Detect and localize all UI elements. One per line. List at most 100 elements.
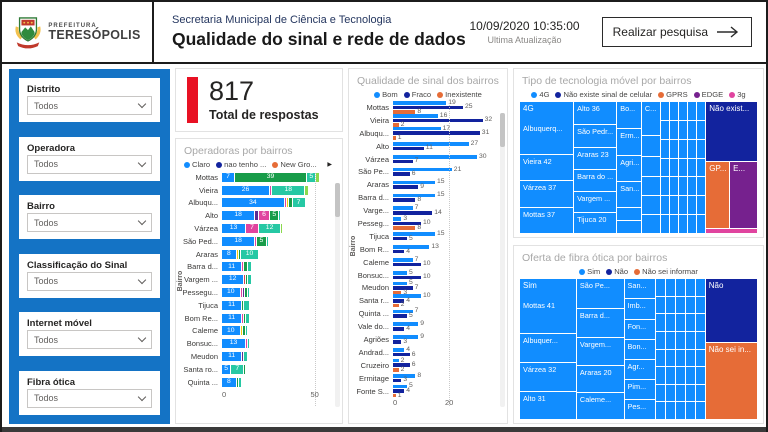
treemap-cell[interactable] [751, 189, 757, 202]
bar-segment[interactable]: 34 [222, 198, 284, 207]
treemap-cell[interactable] [732, 330, 744, 342]
bar-segment[interactable] [255, 237, 256, 246]
bar-segment[interactable] [246, 275, 247, 284]
bar-segment[interactable]: 11 [222, 314, 241, 323]
bar[interactable] [393, 348, 404, 352]
treemap-cell[interactable] [666, 350, 675, 367]
bar[interactable] [393, 106, 463, 110]
treemap-cell[interactable] [686, 332, 695, 349]
treemap-cell[interactable]: Pim... [625, 380, 655, 399]
bar-segment[interactable] [316, 173, 319, 182]
treemap-cell[interactable] [676, 279, 685, 296]
legend-item[interactable]: 4G [531, 90, 549, 99]
treemap-cell[interactable] [744, 175, 750, 187]
treemap-cell[interactable] [656, 367, 665, 384]
bar-segment[interactable] [244, 262, 247, 271]
treemap-cell[interactable] [745, 388, 757, 403]
treemap-cell[interactable] [706, 404, 718, 419]
treemap-cell[interactable]: Mottas 37 [520, 208, 573, 233]
bar-segment[interactable]: 18 [272, 186, 304, 195]
bar-segment[interactable] [248, 339, 249, 348]
treemap-cell[interactable]: São Pe... [577, 279, 624, 308]
treemap-cell[interactable] [676, 314, 685, 331]
treemap-cell[interactable] [745, 305, 757, 317]
bar-segment[interactable]: 6 [259, 211, 269, 220]
treemap-cell[interactable] [714, 175, 721, 192]
treemap-cell[interactable] [688, 177, 696, 195]
bar-segment[interactable]: 5 [307, 173, 315, 182]
bar-segment[interactable] [244, 365, 245, 374]
treemap-group[interactable]: E... [730, 162, 757, 228]
treemap-cell[interactable] [688, 196, 696, 214]
treemap-cell[interactable] [706, 305, 718, 317]
bar-segment[interactable] [242, 352, 243, 361]
bar-segment[interactable] [244, 314, 245, 323]
bar[interactable] [393, 359, 399, 363]
scrollbar-thumb[interactable] [335, 183, 340, 217]
treemap-cell[interactable] [642, 157, 660, 176]
treemap-cell[interactable]: Barra d... [577, 309, 624, 337]
treemap-cell[interactable] [670, 159, 678, 177]
bar-segment[interactable] [239, 378, 242, 387]
treemap-cell[interactable] [686, 314, 695, 331]
filter-dropdown[interactable]: Todos [27, 330, 152, 349]
treemap-cell[interactable] [679, 196, 687, 214]
treemap-cell[interactable] [676, 350, 685, 367]
treemap-cell[interactable] [697, 140, 705, 158]
bar[interactable] [393, 101, 446, 105]
bar[interactable] [393, 211, 432, 215]
bar-segment[interactable] [305, 186, 308, 195]
treemap-cell[interactable] [751, 202, 757, 215]
legend-item[interactable]: New Gro... [272, 160, 316, 169]
treemap-cell[interactable] [706, 330, 718, 342]
treemap-cell[interactable] [732, 131, 744, 146]
legend-item[interactable]: EDGE [694, 90, 724, 99]
treemap-group[interactable]: Não sei in... [706, 343, 757, 419]
bar[interactable] [393, 258, 413, 262]
treemap-cell[interactable] [751, 175, 757, 187]
bar-segment[interactable] [287, 198, 288, 207]
treemap-cell[interactable] [697, 196, 705, 214]
treemap-cell[interactable] [670, 196, 678, 214]
treemap-cell[interactable] [732, 388, 744, 403]
bar-segment[interactable] [289, 198, 292, 207]
bar-segment[interactable] [243, 326, 246, 335]
bar[interactable] [393, 136, 396, 140]
treemap-cell[interactable] [732, 146, 744, 161]
bar-segment[interactable]: 26 [222, 186, 269, 195]
treemap-cell[interactable] [745, 146, 757, 161]
treemap-cell[interactable] [666, 279, 675, 296]
treemap-cell[interactable] [719, 330, 731, 342]
treemap-cell[interactable] [696, 279, 705, 296]
bar-segment[interactable] [237, 378, 238, 387]
treemap-cell[interactable] [676, 367, 685, 384]
treemap-cell[interactable] [679, 121, 687, 139]
bar-segment[interactable]: 11 [222, 301, 241, 310]
treemap-cell[interactable] [688, 121, 696, 139]
treemap-cell[interactable] [706, 131, 718, 146]
treemap-cell[interactable] [696, 332, 705, 349]
realizar-pesquisa-button[interactable]: Realizar pesquisa [602, 17, 752, 47]
treemap-cell[interactable] [745, 131, 757, 146]
treemap-cell[interactable] [706, 175, 713, 192]
treemap-cell[interactable]: Vargem ... [574, 192, 616, 212]
treemap-cell[interactable] [666, 332, 675, 349]
treemap-cell[interactable] [697, 121, 705, 139]
bar[interactable] [393, 119, 483, 123]
bar[interactable] [393, 250, 404, 254]
treemap-cell[interactable]: 4GAlbuquerq... [520, 102, 573, 154]
scrollbar-thumb[interactable] [500, 113, 505, 147]
bar-segment[interactable] [246, 326, 247, 335]
bar[interactable] [393, 314, 407, 318]
bar-segment[interactable]: 7 [293, 198, 305, 207]
bar[interactable] [393, 206, 413, 210]
bar-segment[interactable] [243, 288, 244, 297]
treemap-cell[interactable] [745, 318, 757, 330]
filter-dropdown[interactable]: Todos [27, 213, 152, 232]
scrollbar[interactable] [500, 113, 505, 407]
treemap-cell[interactable] [737, 202, 743, 215]
bar-segment[interactable]: 5 [257, 237, 265, 246]
treemap-cell[interactable] [670, 140, 678, 158]
treemap-cell[interactable] [706, 146, 718, 161]
treemap-cell[interactable] [642, 215, 660, 233]
